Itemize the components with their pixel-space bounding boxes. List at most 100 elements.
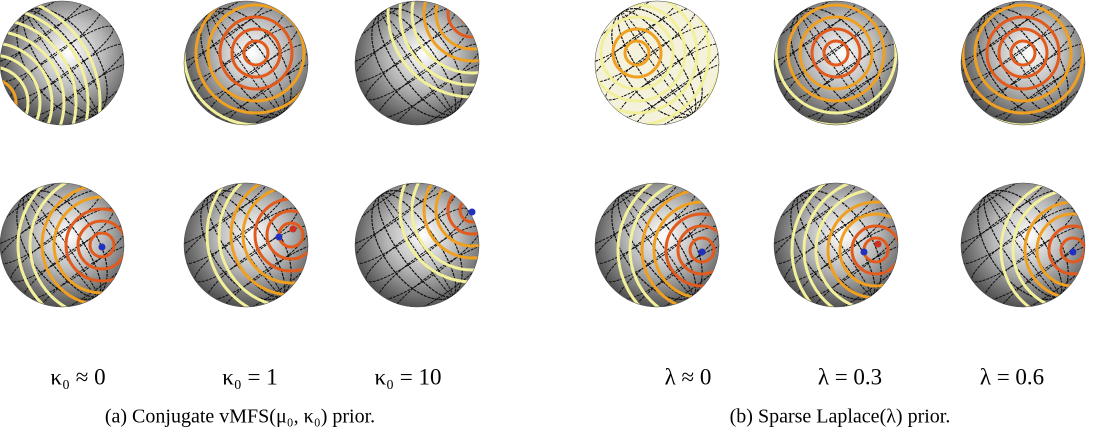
sphere-body <box>355 183 479 307</box>
sphere <box>960 182 1086 308</box>
contour <box>850 224 898 276</box>
contour <box>28 183 124 307</box>
contour <box>961 1 1085 115</box>
sphere-body <box>961 1 1085 125</box>
contour <box>611 27 663 79</box>
contour <box>88 231 116 259</box>
parallel <box>35 243 124 307</box>
contour <box>790 183 898 307</box>
sphere <box>0 182 125 308</box>
parallel <box>35 61 124 125</box>
sphere <box>594 182 720 308</box>
sphere-outline <box>773 0 899 126</box>
contour <box>810 27 862 79</box>
sphere-surface <box>184 1 308 125</box>
sphere-body <box>595 1 719 125</box>
sphere-body <box>184 183 308 307</box>
contour <box>0 29 66 125</box>
sphere <box>354 182 480 308</box>
contour <box>595 1 711 125</box>
contour <box>76 219 124 271</box>
contour <box>16 183 124 307</box>
contour <box>206 3 306 103</box>
sphere-body <box>0 183 124 307</box>
sphere-body <box>595 183 719 307</box>
contour <box>664 212 719 288</box>
contour <box>822 39 850 67</box>
contour <box>434 183 479 248</box>
sphere-body <box>774 1 898 125</box>
parallel <box>809 243 898 307</box>
contour <box>410 1 479 75</box>
sphere-surface <box>0 1 124 125</box>
contour <box>0 53 42 125</box>
parallel <box>355 1 444 65</box>
contour <box>446 1 479 39</box>
contour <box>64 207 124 283</box>
contour <box>985 15 1061 91</box>
contour <box>688 236 716 264</box>
sphere <box>960 0 1086 126</box>
contour <box>774 1 898 115</box>
sphere-outline <box>960 182 1086 308</box>
panel-label: λ = 0.6 <box>980 364 1044 389</box>
contour <box>973 3 1073 103</box>
contour <box>838 212 898 288</box>
contour <box>242 39 270 67</box>
contour <box>410 183 479 272</box>
contour <box>265 209 308 261</box>
panel-label: λ ≈ 0 <box>665 364 712 389</box>
mode-dot <box>874 240 882 248</box>
contour <box>595 3 687 103</box>
contour <box>0 17 78 125</box>
contour <box>194 1 308 115</box>
spheres <box>0 0 1086 308</box>
contour <box>422 1 479 63</box>
parallel <box>774 183 863 247</box>
contour <box>0 65 30 125</box>
caption: (a) Conjugate vMFS(μ₀, κ₀) prior. <box>105 406 375 428</box>
sphere-outline <box>0 0 125 126</box>
contour <box>1059 236 1085 264</box>
contour <box>0 89 6 117</box>
parallel <box>630 61 719 125</box>
sphere <box>594 0 720 126</box>
mean-dot <box>698 248 706 256</box>
sphere-surface <box>961 1 1085 125</box>
contour <box>628 183 719 307</box>
contour <box>798 15 874 91</box>
sphere-body <box>355 1 479 125</box>
contour <box>786 3 886 103</box>
mean-dot <box>275 233 283 241</box>
parallel <box>996 61 1085 125</box>
parallel <box>809 61 898 125</box>
sphere-outline <box>354 182 480 308</box>
sphere-outline <box>773 182 899 308</box>
sphere-outline <box>960 0 1086 126</box>
contour <box>422 183 479 260</box>
sphere <box>0 0 125 126</box>
parallel <box>219 243 308 307</box>
sphere-surface <box>0 183 124 307</box>
contour <box>0 1 102 125</box>
contour <box>623 39 651 67</box>
sphere-body <box>774 183 898 307</box>
contour <box>217 183 308 307</box>
mean-dot <box>98 243 106 251</box>
contour <box>676 224 719 276</box>
contour <box>205 183 308 307</box>
contour <box>398 1 479 87</box>
contour <box>0 41 54 125</box>
caption: (b) Sparse Laplace(λ) prior. <box>730 406 951 428</box>
panel-label: κ₀ = 1 <box>222 364 278 389</box>
contour <box>999 183 1085 307</box>
sphere-outline <box>354 0 480 126</box>
mean-dot <box>860 248 868 256</box>
sphere-outline <box>183 0 309 126</box>
contour <box>997 27 1049 79</box>
contour <box>434 1 479 51</box>
sphere <box>773 182 899 308</box>
parallel <box>996 243 1085 307</box>
sphere-outline <box>0 182 125 308</box>
